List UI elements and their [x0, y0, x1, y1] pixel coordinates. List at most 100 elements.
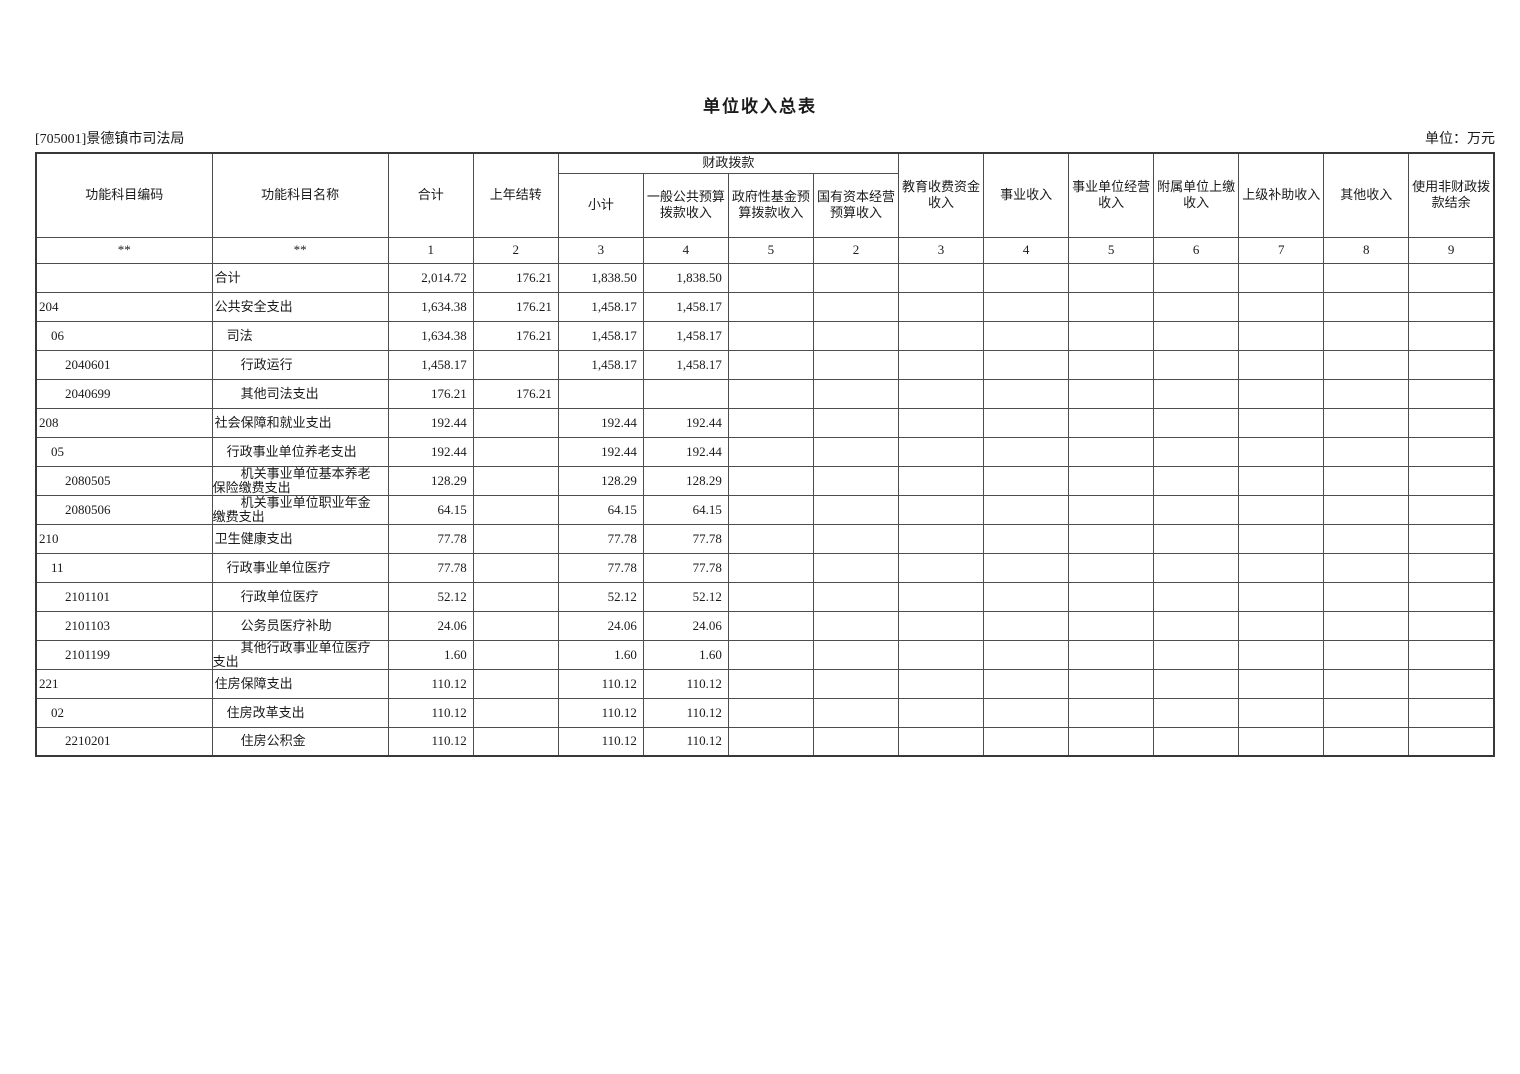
row-value — [1153, 610, 1240, 641]
row-value: 64.15 — [642, 494, 729, 525]
row-value — [983, 320, 1070, 351]
row-code: 204 — [35, 291, 213, 322]
row-value — [1408, 668, 1495, 699]
col-header-other-income: 其他收入 — [1323, 152, 1410, 238]
row-value — [1153, 262, 1240, 293]
row-value — [1068, 581, 1155, 612]
table-row: 2101101 行政单位医疗 52.12 52.12 52.12 — [35, 581, 1495, 612]
row-value — [983, 407, 1070, 438]
row-value — [472, 465, 559, 496]
row-value — [898, 436, 985, 467]
row-value — [1323, 668, 1410, 699]
row-value: 192.44 — [387, 436, 474, 467]
col-header-code: 功能科目编码 — [35, 152, 213, 238]
row-name: 住房保障支出 — [211, 668, 389, 699]
row-value — [812, 494, 900, 525]
row-value: 192.44 — [387, 407, 474, 438]
row-code: 208 — [35, 407, 213, 438]
row-value — [727, 349, 814, 380]
col-header-operating-income: 事业收入 — [983, 152, 1070, 238]
income-summary-table: 功能科目编码 功能科目名称 合计 上年结转 财政拨款 教育收费资金收入 事业收入… — [35, 152, 1495, 757]
row-code: 210 — [35, 523, 213, 554]
row-value — [898, 523, 985, 554]
row-code: 2101101 — [35, 581, 213, 612]
row-value: 77.78 — [642, 552, 729, 583]
row-value — [472, 697, 559, 728]
row-code: 06 — [35, 320, 213, 351]
row-value: 1,458.17 — [642, 320, 729, 351]
row-value: 176.21 — [472, 262, 559, 293]
row-value — [1323, 465, 1410, 496]
row-value — [472, 639, 559, 670]
row-value — [983, 697, 1070, 728]
column-index-cell: 5 — [727, 236, 814, 264]
row-value: 52.12 — [557, 581, 644, 612]
row-value — [1068, 436, 1155, 467]
row-code: 2101199 — [35, 639, 213, 670]
row-code: 2040699 — [35, 378, 213, 409]
org-label: [705001]景德镇市司法局 — [35, 132, 185, 147]
row-value — [1068, 378, 1155, 409]
row-value — [983, 378, 1070, 409]
row-value — [727, 639, 814, 670]
meta-row: [705001]景德镇市司法局 单位：万元 — [35, 132, 1495, 148]
row-value — [1153, 639, 1240, 670]
row-value — [1408, 436, 1495, 467]
row-value — [1153, 726, 1240, 757]
row-value — [812, 465, 900, 496]
row-value — [898, 320, 985, 351]
row-value — [1323, 378, 1410, 409]
row-value — [1153, 552, 1240, 583]
row-value — [727, 523, 814, 554]
row-value — [727, 436, 814, 467]
row-value — [812, 407, 900, 438]
table-row: 05 行政事业单位养老支出 192.44 192.44 192.44 — [35, 436, 1495, 467]
row-value: 110.12 — [642, 726, 729, 757]
row-value — [1323, 552, 1410, 583]
row-code: 221 — [35, 668, 213, 699]
row-value: 52.12 — [642, 581, 729, 612]
row-code: 02 — [35, 697, 213, 728]
row-name: 卫生健康支出 — [211, 523, 389, 554]
row-value — [983, 349, 1070, 380]
row-code: 11 — [35, 552, 213, 583]
row-value — [983, 494, 1070, 525]
row-name: 机关事业单位职业年金 缴费支出 — [211, 494, 389, 525]
row-value: 1.60 — [387, 639, 474, 670]
column-index-cell: 7 — [1238, 236, 1325, 264]
row-value — [983, 436, 1070, 467]
row-value — [727, 697, 814, 728]
row-value: 1,458.17 — [387, 349, 474, 380]
row-value — [1068, 320, 1155, 351]
column-index-cell: 3 — [557, 236, 644, 264]
table-row: 204 公共安全支出 1,634.38 176.21 1,458.17 1,458.17 — [35, 291, 1495, 322]
table-row: 合计 2,014.72 176.21 1,838.50 1,838.50 — [35, 262, 1495, 293]
row-value — [1238, 407, 1325, 438]
row-value — [1323, 320, 1410, 351]
row-value: 1,838.50 — [557, 262, 644, 293]
table-row: 2101103 公务员医疗补助 24.06 24.06 24.06 — [35, 610, 1495, 641]
row-value — [1068, 291, 1155, 322]
row-value — [898, 378, 985, 409]
row-value — [812, 581, 900, 612]
row-name: 行政事业单位医疗 — [211, 552, 389, 583]
col-header-carryover: 上年结转 — [472, 152, 559, 238]
row-code: 2210201 — [35, 726, 213, 757]
row-value: 64.15 — [387, 494, 474, 525]
row-value — [812, 610, 900, 641]
row-value: 128.29 — [557, 465, 644, 496]
row-value — [812, 262, 900, 293]
row-value — [1238, 291, 1325, 322]
row-value — [472, 668, 559, 699]
column-index-cell: ** — [35, 236, 213, 264]
row-value: 176.21 — [387, 378, 474, 409]
row-value — [898, 639, 985, 670]
row-value: 77.78 — [557, 552, 644, 583]
row-value — [983, 465, 1070, 496]
row-value — [1408, 349, 1495, 380]
row-value — [1068, 552, 1155, 583]
row-name: 住房改革支出 — [211, 697, 389, 728]
row-value — [1238, 523, 1325, 554]
col-header-non-fiscal-balance: 使用非财政拨款结余 — [1408, 152, 1495, 238]
row-value — [1153, 349, 1240, 380]
